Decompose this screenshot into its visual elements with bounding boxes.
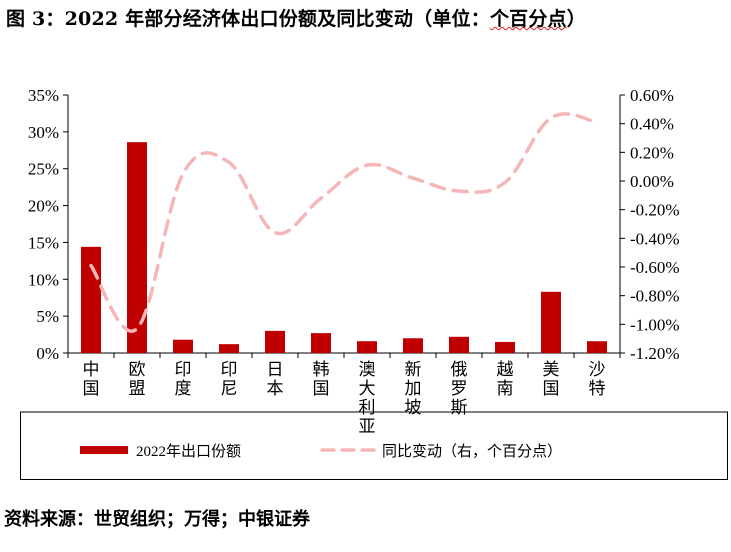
bar-export-share [311, 333, 331, 353]
right-axis-tick-label: -0.60% [630, 258, 680, 277]
left-axis-tick-label: 10% [28, 270, 59, 289]
left-axis-tick-label: 30% [28, 123, 59, 142]
x-axis-category-label: 韩国 [313, 360, 330, 398]
bar-export-share [219, 344, 239, 353]
figure-title-unit: 个百分点 [489, 8, 567, 30]
export-share-chart: 0% 5% 10% 15% 20% 25% 30% 35% -1.20% -1.00% -0.80%… [20, 86, 728, 480]
bar-export-share [173, 339, 193, 353]
right-axis-tick-label: 0.00% [630, 172, 674, 191]
left-axis-tick-label: 35% [28, 86, 59, 105]
bar-export-share [495, 341, 515, 353]
left-axis-tick-label: 15% [28, 233, 59, 252]
x-axis-category-label: 中国 [83, 360, 100, 398]
bar-export-share [449, 336, 469, 353]
x-axis-category-label: 俄罗斯 [451, 360, 468, 417]
x-axis-category-label: 日本 [267, 360, 284, 398]
figure-title-text: 图 3：2022 年部分经济体出口份额及同比变动（单位： [6, 8, 490, 30]
bar-export-share [541, 291, 561, 353]
x-axis-category-label: 越南 [497, 360, 514, 398]
right-axis-tick-label: -0.40% [630, 229, 680, 248]
x-axis-category-label: 澳大利亚 [359, 360, 376, 436]
x-axis-category-label: 印度 [175, 360, 192, 398]
x-axis-category-label: 印尼 [221, 360, 238, 398]
x-axis-category-label: 欧盟 [129, 360, 146, 398]
line-yoy-change [89, 112, 599, 333]
left-axis-tick-label: 20% [28, 197, 59, 216]
figure-title-end: ） [566, 8, 586, 30]
right-axis-tick-label: -1.00% [630, 315, 680, 334]
right-axis-tick-label: -0.20% [630, 201, 680, 220]
source-note: 资料来源：世贸组织；万得；中银证券 [4, 509, 310, 530]
x-axis-category-label: 沙特 [589, 360, 606, 398]
left-axis-tick-label: 5% [36, 307, 59, 326]
legend-swatch-bar [80, 446, 128, 454]
legend-label-bar: 2022年出口份额 [136, 443, 241, 460]
right-axis-tick-label: 0.60% [630, 86, 674, 105]
left-axis-tick-label: 0% [36, 344, 59, 363]
right-axis-tick-label: -1.20% [630, 344, 680, 363]
legend-label-line: 同比变动（右，个百分点） [382, 443, 562, 460]
legend-box [20, 411, 728, 480]
x-axis-category-label: 美国 [543, 360, 560, 398]
right-axis-tick-label: 0.20% [630, 143, 674, 162]
left-axis-tick-label: 25% [28, 160, 59, 179]
x-axis-category-label: 新加坡 [405, 360, 422, 417]
chart-container: 0% 5% 10% 15% 20% 25% 30% 35% -1.20% -1.00% -0.80%… [20, 42, 728, 480]
bar-export-share [357, 341, 377, 353]
bar-export-share [403, 338, 423, 353]
bar-export-share [81, 246, 101, 353]
bar-export-share [265, 330, 285, 353]
bar-export-share [127, 142, 147, 353]
bar-export-share [587, 341, 607, 353]
right-axis-tick-label: -0.80% [630, 287, 680, 306]
right-axis-tick-label: 0.40% [630, 115, 674, 134]
figure-title: 图 3：2022 年部分经济体出口份额及同比变动（单位：个百分点） [6, 4, 586, 31]
